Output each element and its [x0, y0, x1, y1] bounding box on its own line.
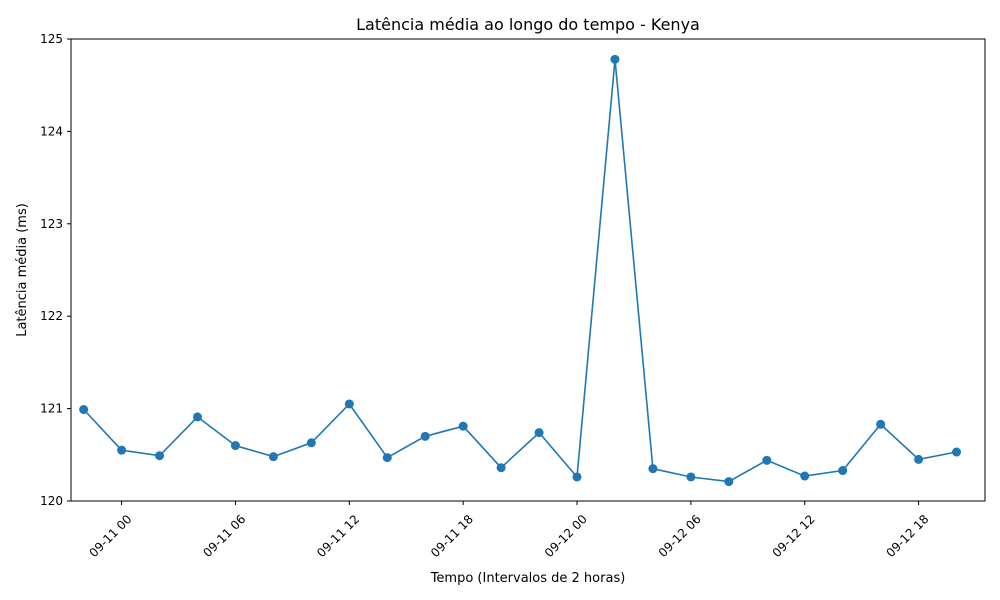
- y-tick-label-2: 122: [40, 309, 63, 323]
- data-point: [876, 419, 886, 429]
- data-point: [420, 431, 430, 441]
- data-point: [800, 471, 810, 481]
- data-point: [762, 455, 772, 465]
- data-point: [838, 466, 848, 476]
- y-tick-label-4: 124: [40, 124, 63, 138]
- data-point: [648, 464, 658, 474]
- x-tick-label-1: 09-11 06: [200, 512, 248, 560]
- y-axis-label: Latência média (ms): [15, 203, 30, 337]
- x-tick-label-2: 09-11 12: [314, 512, 362, 560]
- data-point: [382, 453, 392, 463]
- data-point: [344, 399, 354, 409]
- y-tick-label-0: 120: [40, 494, 63, 508]
- x-tick-label-3: 09-11 18: [428, 512, 476, 560]
- data-point: [117, 445, 127, 455]
- data-point: [724, 477, 734, 487]
- data-point: [610, 54, 620, 64]
- axes-frame: [70, 38, 986, 502]
- data-point: [230, 441, 240, 451]
- chart-title: Latência média ao longo do tempo - Kenya: [356, 15, 700, 34]
- plot-area: 120 121 122 123 124 125 09-11 00 09-11 06 09-11 …: [40, 32, 962, 560]
- data-point: [914, 454, 924, 464]
- y-tick-label-1: 121: [40, 402, 63, 416]
- data-point: [193, 412, 203, 422]
- data-point: [268, 452, 278, 462]
- x-tick-label-4: 09-12 00: [542, 512, 590, 560]
- data-point: [534, 428, 544, 438]
- data-point: [572, 472, 582, 482]
- data-point: [686, 472, 696, 482]
- y-tick-label-5: 125: [40, 32, 63, 46]
- x-axis-label: Tempo (Intervalos de 2 horas): [430, 571, 626, 586]
- data-point: [155, 451, 165, 461]
- x-tick-label-0: 09-11 00: [86, 512, 134, 560]
- data-point: [496, 463, 506, 473]
- data-point: [458, 421, 468, 431]
- x-tick-label-6: 09-12 12: [770, 512, 818, 560]
- x-tick-label-5: 09-12 06: [656, 512, 704, 560]
- x-tick-label-7: 09-12 18: [883, 512, 931, 560]
- y-tick-label-3: 123: [40, 217, 63, 231]
- data-point: [306, 438, 316, 448]
- data-point: [79, 405, 89, 415]
- series-line: [83, 59, 957, 483]
- data-point: [952, 447, 962, 457]
